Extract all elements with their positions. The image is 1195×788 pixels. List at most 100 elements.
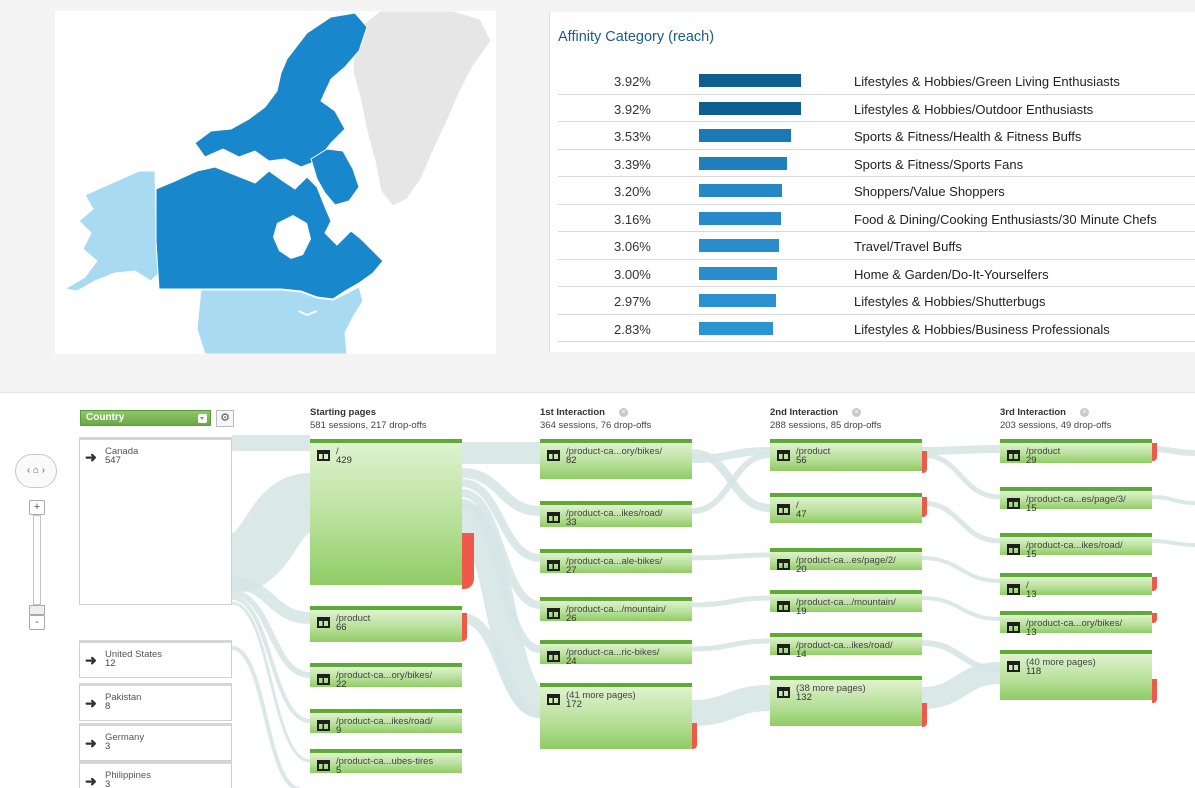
zoom-slider-handle[interactable] xyxy=(29,605,45,615)
close-icon[interactable]: × xyxy=(852,408,862,417)
affinity-row-percent: 3.06% xyxy=(614,239,651,254)
page-node[interactable]: (40 more pages) 118 xyxy=(1000,650,1152,700)
page-node[interactable]: /13 xyxy=(1000,573,1152,600)
affinity-row-category: Lifestyles & Hobbies/Shutterbugs xyxy=(854,294,1046,309)
zoom-slider-track[interactable] xyxy=(33,515,41,605)
flow-column-header: 3rd Interaction × 203 sessions, 49 drop-of… xyxy=(1000,407,1111,431)
arrow-right-icon: ➜ xyxy=(85,449,97,465)
page-node[interactable]: /product-ca...ikes/road/33 xyxy=(540,501,692,528)
page-node[interactable]: /product-ca...ubes-tires 5 xyxy=(310,749,462,776)
page-node[interactable]: /429 xyxy=(310,439,462,585)
close-icon[interactable]: × xyxy=(1080,408,1089,417)
affinity-row-percent: 3.92% xyxy=(614,74,651,89)
dropoff-indicator[interactable] xyxy=(462,533,474,589)
arrow-right-icon: ➜ xyxy=(85,652,97,668)
page-node[interactable]: /product-ca...ikes/road/9 xyxy=(310,709,462,736)
flow-link xyxy=(691,552,771,561)
page-node[interactable]: (41 more pages) 172 xyxy=(540,683,692,749)
arrow-right-icon: ➜ xyxy=(85,695,97,711)
page-node[interactable]: /product-ca...es/page/3/15 xyxy=(1000,487,1152,514)
zoom-out-button[interactable]: - xyxy=(29,615,45,630)
flow-column-header: Starting pages 581 sessions, 217 drop-off… xyxy=(310,407,427,431)
page-node[interactable]: /product 66 xyxy=(310,606,462,642)
affinity-row-bar xyxy=(699,129,791,142)
arrow-right-icon: ➜ xyxy=(85,735,97,751)
dropoff-indicator[interactable] xyxy=(922,497,927,517)
page-node[interactable]: /product-ca...ory/bikes/82 xyxy=(540,439,692,479)
page-node-label: /product xyxy=(336,613,371,624)
page-node[interactable]: /product-ca...es/page/2/20 xyxy=(770,548,922,575)
country-node[interactable]: ➜ Canada 547 xyxy=(79,437,232,605)
page-node-count: 9 xyxy=(336,725,342,736)
affinity-row: 3.16% Food & Dining/Cooking Enthusiasts/3… xyxy=(558,205,1195,232)
page-node[interactable]: /product-ca.../mountain/19 xyxy=(770,590,922,617)
dropoff-indicator[interactable] xyxy=(1152,443,1157,461)
page-node[interactable]: /product-ca...ory/bikes/22 xyxy=(310,663,462,690)
page-node[interactable]: /product 56 xyxy=(770,439,922,471)
zoom-in-button[interactable]: + xyxy=(29,500,45,515)
dimension-select[interactable]: Country xyxy=(80,410,211,426)
affinity-row-percent: 2.97% xyxy=(614,294,651,309)
column-title-line: 3rd Interaction × xyxy=(1000,407,1111,418)
column-title-line: 1st Interaction × xyxy=(540,407,651,418)
dropoff-indicator[interactable] xyxy=(1152,613,1157,623)
page-node-count: 118 xyxy=(1026,666,1042,677)
page-table-icon xyxy=(1007,544,1020,555)
page-node-count: 15 xyxy=(1026,503,1037,514)
page-node[interactable]: /product-ca.../mountain/26 xyxy=(540,597,692,624)
flow-link xyxy=(228,473,314,593)
page-node[interactable]: /product-ca...ric-bikes/24 xyxy=(540,640,692,667)
page-node[interactable]: /product-ca...ikes/road/14 xyxy=(770,633,922,660)
page-node[interactable]: (38 more pages) 132 xyxy=(770,676,922,726)
dropoff-indicator[interactable] xyxy=(692,723,697,749)
page-node[interactable]: /47 xyxy=(770,493,922,523)
dropoff-indicator[interactable] xyxy=(922,451,927,473)
country-node-count: 12 xyxy=(105,658,116,669)
page-node-label: / xyxy=(336,446,339,457)
page-node-count: 19 xyxy=(796,606,807,617)
arctic-islands[interactable] xyxy=(194,12,368,168)
country-node[interactable]: ➜ Pakistan 8 xyxy=(79,683,232,721)
page-node-count: 20 xyxy=(796,564,807,575)
country-node[interactable]: ➜ United States 12 xyxy=(79,640,232,678)
page-table-icon xyxy=(1007,584,1020,595)
flow-link xyxy=(231,590,311,678)
alaska-region[interactable] xyxy=(63,170,160,292)
page-table-icon xyxy=(777,559,790,570)
page-node-label: (41 more pages) xyxy=(566,690,636,701)
page-node[interactable]: /product-ca...ikes/road/15 xyxy=(1000,533,1152,560)
dropoff-indicator[interactable] xyxy=(922,703,927,727)
page-node-label: /product-ca.../mountain/ xyxy=(566,604,666,615)
dropoff-indicator[interactable] xyxy=(1152,679,1157,703)
flow-link xyxy=(1151,495,1195,505)
flow-link xyxy=(921,640,1001,672)
affinity-row-bar xyxy=(699,321,773,335)
affinity-row: 3.00% Home & Garden/Do-It-Yourselfers xyxy=(558,260,1195,287)
home-icon: ⌂ xyxy=(32,465,40,476)
united-states-region[interactable] xyxy=(196,286,364,354)
flow-link xyxy=(231,596,311,723)
dropoff-indicator[interactable] xyxy=(1152,577,1157,591)
gear-icon[interactable]: ⚙ xyxy=(216,410,234,427)
page-table-icon xyxy=(777,450,790,461)
page-table-icon xyxy=(547,651,560,662)
canada-region[interactable] xyxy=(155,166,384,300)
country-node[interactable]: ➜ Philippines 3 xyxy=(79,761,232,788)
page-node[interactable]: /product-ca...ale-bikes/27 xyxy=(540,549,692,576)
country-node[interactable]: ➜ Germany 3 xyxy=(79,723,232,761)
home-pan-control[interactable]: ‹ ⌂ › xyxy=(15,454,57,488)
page-node-count: 13 xyxy=(1026,589,1037,600)
dropoff-indicator[interactable] xyxy=(462,613,467,641)
country-node-name: Pakistan xyxy=(105,692,142,703)
greenland-region[interactable] xyxy=(352,11,492,207)
geo-map[interactable] xyxy=(55,11,496,354)
flow-link xyxy=(921,556,1001,583)
column-title: 2nd Interaction xyxy=(770,407,839,418)
page-node-count: 172 xyxy=(566,699,582,710)
page-node[interactable]: /product 29 xyxy=(1000,439,1152,466)
close-icon[interactable]: × xyxy=(618,408,628,417)
flow-link xyxy=(231,601,311,763)
affinity-row-category: Lifestyles & Hobbies/Business Profession… xyxy=(854,321,1110,337)
arctic-island-baffin[interactable] xyxy=(310,148,360,206)
page-node[interactable]: /product-ca...ory/bikes/13 xyxy=(1000,611,1152,638)
